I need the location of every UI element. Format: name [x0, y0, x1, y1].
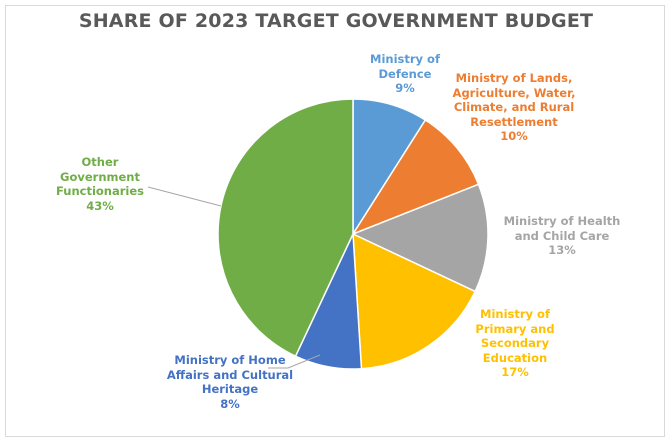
slice-label-home-affairs: Ministry of Home Affairs and Cultural He…: [166, 353, 294, 411]
slice-label-lands-agriculture: Ministry of Lands, Agriculture, Water, C…: [452, 71, 576, 143]
slice-other-functionaries: [217, 98, 354, 358]
slice-label-primary-secondary-education: Ministry of Primary and Secondary Educat…: [475, 307, 555, 379]
leader-line-other: [147, 186, 222, 207]
slice-label-health: Ministry of Health and Child Care 13%: [503, 214, 621, 257]
chart-title: SHARE OF 2023 TARGET GOVERNMENT BUDGET: [78, 10, 594, 32]
slice-lands-agriculture: [351, 118, 480, 236]
slice-primary-secondary-education: [352, 232, 477, 370]
leader-line-home-affairs: [268, 354, 321, 369]
slice-health: [351, 183, 489, 293]
slice-label-defence: Ministry of Defence 9%: [370, 52, 440, 95]
slice-label-other-functionaries: Other Government Functionaries 43%: [55, 155, 145, 213]
